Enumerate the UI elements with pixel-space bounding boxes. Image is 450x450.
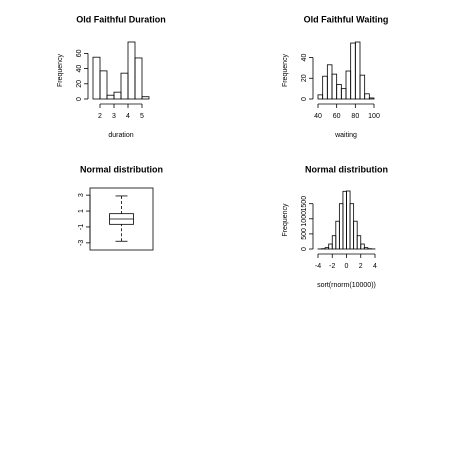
bar [99,70,108,100]
x-tick-label: 80 [351,113,359,120]
bar [324,247,330,250]
y-tick-label: 500 [301,228,308,240]
chart-title: Normal distribution [305,164,388,174]
bar [120,72,129,100]
chart-title: Old Faithful Waiting [304,14,389,24]
x-tick-label: 2 [98,113,102,120]
chart-title: Normal distribution [80,164,163,174]
bar [106,94,115,100]
bar [338,203,344,250]
bar [317,94,324,100]
bar [134,57,143,100]
bar [359,74,366,100]
x-tick-label: 40 [314,113,322,120]
bar [345,70,352,100]
bar [354,41,361,100]
x-tick-label: 4 [373,263,377,270]
bar [141,96,150,100]
y-tick-label: 20 [301,74,308,82]
x-tick-label: 3 [112,113,116,120]
x-tick-label: -2 [329,263,335,270]
y-tick-label: 0 [76,97,83,101]
y-tick-label: 60 [76,49,83,57]
bar [127,41,136,100]
x-tick-label: 100 [368,113,380,120]
y-tick-label: 1500 [301,196,308,212]
bar [335,220,340,250]
y-tick-label: 20 [76,80,83,88]
bar [346,190,351,250]
bar [356,235,362,250]
x-axis-label: waiting [334,132,357,139]
y-tick-label: 1000 [301,211,308,227]
y-axis-label: Frequency [282,53,289,87]
y-tick-label: -3 [78,240,85,246]
plot-frame [89,187,154,251]
bar [113,91,122,100]
y-tick-label: 0 [301,97,308,101]
bar [322,75,328,100]
bar [340,88,347,100]
bar [326,64,333,100]
x-tick-label: -4 [315,263,321,270]
bar [350,42,356,100]
y-axis-label: Frequency [57,53,64,87]
bar [360,243,365,250]
bar [92,56,101,100]
bar [328,243,333,250]
y-axis-label: Frequency [282,203,289,237]
bar [342,190,347,250]
x-axis-label: duration [108,132,133,139]
bar [363,247,369,250]
y-tick-label: 40 [301,54,308,62]
x-tick-label: 4 [126,113,130,120]
y-tick-label: 1 [78,209,85,213]
x-axis-label: sort(rnorm(10000)) [317,282,376,289]
x-tick-label: 5 [140,113,144,120]
bar [364,93,370,100]
y-tick-label: -1 [78,224,85,230]
y-tick-label: 40 [76,65,83,73]
bar [368,97,375,100]
bar [331,235,337,250]
bar [353,220,358,250]
x-tick-label: 60 [333,113,341,120]
bar [336,84,342,100]
y-tick-label: 0 [301,247,308,251]
y-tick-label: 3 [78,193,85,197]
chart-title: Old Faithful Duration [76,14,166,24]
bar [331,73,338,100]
x-tick-label: 2 [359,263,363,270]
x-tick-label: 0 [345,263,349,270]
bar [349,203,355,250]
